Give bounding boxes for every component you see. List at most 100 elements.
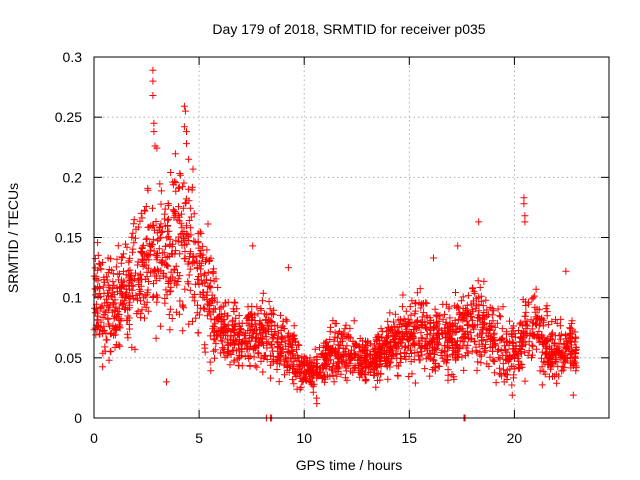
data-point bbox=[446, 319, 454, 327]
data-point bbox=[130, 216, 138, 224]
data-point bbox=[132, 269, 139, 277]
data-point bbox=[246, 331, 254, 339]
data-point bbox=[120, 300, 128, 308]
data-point bbox=[548, 318, 556, 326]
data-point bbox=[183, 128, 190, 136]
data-point bbox=[281, 357, 289, 365]
data-point bbox=[117, 290, 125, 297]
data-point bbox=[122, 240, 129, 248]
data-point bbox=[531, 308, 539, 316]
data-point bbox=[570, 357, 578, 365]
data-point bbox=[464, 292, 472, 300]
data-point bbox=[403, 321, 411, 329]
data-point bbox=[285, 339, 293, 347]
data-point bbox=[343, 342, 351, 350]
data-point bbox=[474, 321, 482, 329]
data-point bbox=[266, 322, 274, 330]
data-point bbox=[111, 326, 119, 334]
data-point bbox=[476, 284, 484, 291]
data-point bbox=[363, 342, 371, 349]
data-point bbox=[492, 379, 500, 387]
data-point bbox=[267, 374, 275, 382]
data-point bbox=[468, 306, 476, 314]
data-point bbox=[473, 332, 481, 340]
data-point bbox=[249, 242, 257, 250]
data-point bbox=[517, 346, 525, 353]
data-point bbox=[222, 322, 230, 330]
data-point bbox=[96, 330, 104, 338]
data-point bbox=[475, 218, 483, 226]
data-point bbox=[93, 309, 101, 317]
data-point bbox=[183, 230, 191, 238]
data-point bbox=[149, 292, 157, 300]
data-point bbox=[337, 370, 345, 378]
data-point bbox=[396, 359, 404, 366]
data-point bbox=[516, 345, 524, 352]
data-point bbox=[435, 324, 443, 332]
data-point bbox=[219, 344, 227, 352]
data-point bbox=[377, 356, 385, 364]
data-point bbox=[244, 338, 252, 346]
data-point bbox=[185, 155, 193, 163]
data-point bbox=[128, 233, 136, 241]
data-point bbox=[147, 222, 155, 230]
data-point bbox=[268, 310, 276, 318]
data-point bbox=[266, 305, 274, 313]
data-point bbox=[186, 286, 194, 294]
data-point bbox=[114, 270, 122, 278]
data-point bbox=[158, 259, 166, 267]
data-point bbox=[467, 329, 475, 337]
data-point bbox=[538, 348, 546, 356]
data-point bbox=[430, 254, 437, 262]
data-point bbox=[142, 203, 150, 210]
data-point bbox=[180, 123, 188, 131]
data-point bbox=[94, 239, 102, 247]
data-point bbox=[263, 339, 271, 347]
data-point bbox=[516, 320, 524, 328]
data-point bbox=[393, 324, 401, 332]
data-point bbox=[504, 371, 511, 379]
data-point bbox=[390, 318, 398, 326]
data-point bbox=[517, 319, 525, 327]
data-point bbox=[528, 341, 536, 349]
data-point bbox=[203, 312, 211, 320]
data-point bbox=[204, 300, 212, 308]
data-point bbox=[441, 310, 448, 318]
data-point bbox=[263, 321, 271, 329]
data-point bbox=[94, 284, 101, 292]
data-point bbox=[310, 356, 318, 364]
data-point bbox=[370, 371, 378, 379]
data-point bbox=[360, 346, 368, 354]
data-point bbox=[558, 362, 566, 370]
data-point bbox=[546, 351, 553, 359]
data-point bbox=[557, 330, 565, 338]
data-point bbox=[489, 342, 497, 350]
data-point bbox=[420, 309, 428, 317]
data-point bbox=[455, 345, 463, 353]
data-point bbox=[176, 250, 184, 258]
data-point bbox=[141, 207, 149, 215]
y-tick-label: 0.3 bbox=[63, 49, 83, 65]
data-point bbox=[287, 347, 295, 355]
data-point bbox=[214, 284, 222, 291]
data-point bbox=[283, 366, 291, 374]
data-point bbox=[111, 307, 119, 315]
data-point bbox=[138, 275, 146, 283]
data-point bbox=[158, 249, 166, 257]
data-point bbox=[190, 210, 198, 218]
data-point bbox=[262, 327, 270, 335]
data-point bbox=[290, 369, 298, 376]
data-point bbox=[500, 342, 508, 350]
data-point bbox=[364, 338, 371, 346]
data-point bbox=[91, 255, 99, 263]
data-point bbox=[207, 277, 215, 284]
data-point bbox=[503, 356, 511, 364]
data-point bbox=[518, 363, 526, 371]
data-point bbox=[150, 128, 158, 136]
data-point bbox=[364, 352, 372, 360]
data-point bbox=[567, 359, 574, 367]
data-point bbox=[163, 234, 171, 242]
data-point bbox=[120, 297, 128, 305]
data-point bbox=[199, 251, 207, 259]
data-point bbox=[197, 247, 205, 254]
